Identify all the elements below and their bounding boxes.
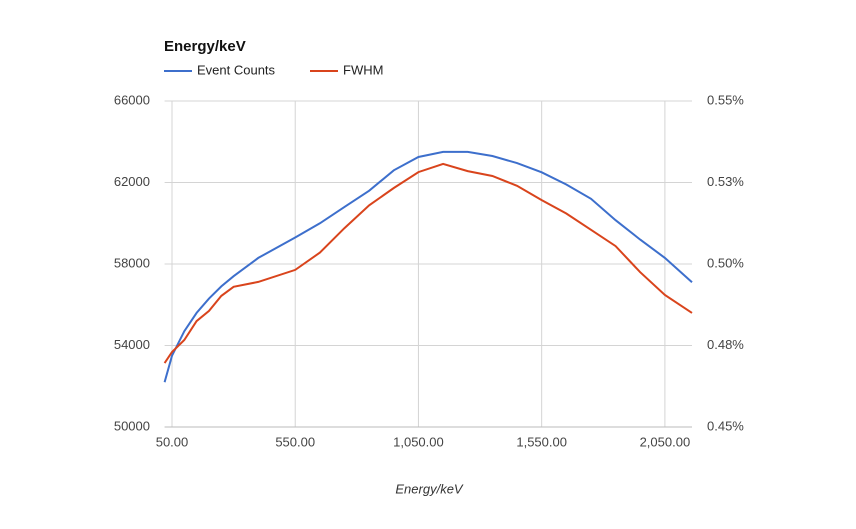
y2-tick-label: 0.55% [707, 92, 744, 107]
y2-tick-label: 0.50% [707, 255, 744, 270]
legend-label: FWHM [343, 62, 383, 77]
y-tick-label: 50000 [114, 418, 150, 433]
y2-tick-label: 0.53% [707, 174, 744, 189]
x-tick-label: 1,550.00 [516, 434, 567, 449]
y-tick-label: 58000 [114, 255, 150, 270]
y-tick-label: 66000 [114, 92, 150, 107]
y2-tick-label: 0.45% [707, 418, 744, 433]
y-tick-label: 62000 [114, 174, 150, 189]
chart-title: Energy/keV [164, 38, 246, 55]
x-tick-label: 1,050.00 [393, 434, 444, 449]
x-tick-label: 550.00 [275, 434, 315, 449]
x-tick-label: 2,050.00 [640, 434, 691, 449]
x-axis-title: Energy/keV [395, 481, 464, 496]
data-line [163, 150, 693, 383]
data-line [163, 162, 693, 364]
y2-tick-label: 0.48% [707, 337, 744, 352]
y-tick-label: 54000 [114, 337, 150, 352]
legend-label: Event Counts [197, 62, 276, 77]
x-tick-label: 50.00 [156, 434, 189, 449]
